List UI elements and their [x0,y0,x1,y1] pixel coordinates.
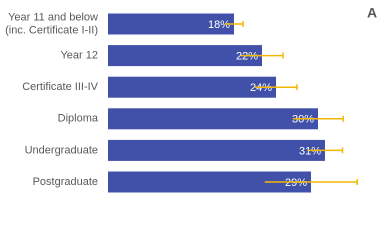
bar [108,45,262,67]
panel-label: A [367,5,377,21]
value-label: 18% [208,19,230,31]
bar [108,13,234,35]
value-label: 31% [299,145,321,157]
chart: A Year 11 and below(inc. Certificate I-I… [5,5,377,193]
value-label: 29% [285,177,307,189]
category-label: Certificate III-IV [22,81,98,93]
value-label: 30% [292,114,314,126]
category-label: Postgraduate [33,176,98,188]
bar [108,171,311,193]
category-label: Undergraduate [25,144,98,156]
category-label: Year 11 and below [8,11,98,23]
category-label: Year 12 [60,50,98,62]
category-label: (inc. Certificate I-II) [5,24,98,36]
bar [108,139,325,161]
bar [108,108,318,130]
value-label: 22% [236,51,258,63]
value-label: 24% [250,82,272,94]
bar [108,76,276,98]
category-label: Diploma [58,113,99,125]
